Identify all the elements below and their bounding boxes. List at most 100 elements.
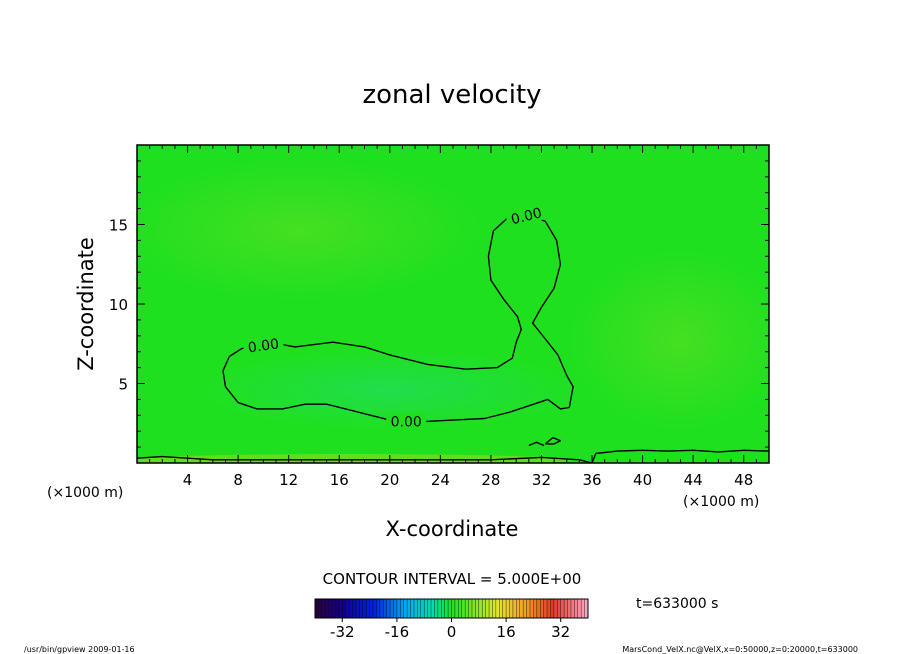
x-tick-label: 40 xyxy=(633,471,652,489)
colorbar-swatch xyxy=(379,599,384,618)
colorbar-swatch xyxy=(434,599,439,618)
colorbar-swatch xyxy=(465,599,469,618)
contour-label-bg xyxy=(386,412,427,430)
colorbar-swatch xyxy=(437,599,442,618)
x-tick-label: 12 xyxy=(279,471,298,489)
colorbar-swatch xyxy=(431,599,435,618)
colorbar-swatch xyxy=(547,599,551,618)
colorbar-swatch xyxy=(509,599,514,618)
x-tick-label: 36 xyxy=(582,471,601,489)
colorbar-swatch xyxy=(461,599,466,618)
colorbar-swatch xyxy=(332,599,336,618)
colorbar-swatch xyxy=(318,599,323,618)
colorbar-tick-label: 16 xyxy=(497,623,516,641)
colorbar-swatch xyxy=(519,599,524,618)
contour-label-bg xyxy=(504,202,548,229)
colorbar-swatch xyxy=(366,599,370,618)
colorbar-swatch xyxy=(396,599,401,618)
x-tick-label: 24 xyxy=(431,471,450,489)
x-tick-label: 32 xyxy=(532,471,551,489)
colorbar-swatch xyxy=(420,599,425,618)
y-tick-label: 5 xyxy=(118,376,128,394)
colorbar-swatch xyxy=(567,599,572,618)
contour-line-0 xyxy=(222,212,574,423)
contour-interval-text: CONTOUR INTERVAL = 5.000E+00 xyxy=(323,570,582,588)
colorbar-tick-label: -32 xyxy=(330,623,355,641)
colorbar-swatch xyxy=(335,599,340,618)
colorbar-swatch xyxy=(328,599,333,618)
colorbar-swatch xyxy=(359,599,364,618)
colorbar-swatch xyxy=(512,599,517,618)
colorbar-swatch xyxy=(386,599,391,618)
colorbar-swatch xyxy=(417,599,422,618)
colorbar-swatch xyxy=(516,599,521,618)
colorbar-swatch xyxy=(557,599,561,618)
colorbar-swatch xyxy=(584,599,589,618)
colorbar-swatch xyxy=(352,599,357,618)
colorbar-swatch xyxy=(400,599,405,618)
x-unit-label-right: (×1000 m) xyxy=(683,494,759,510)
colorbar-swatch xyxy=(321,599,326,618)
colorbar-swatch xyxy=(564,599,568,618)
colorbar-swatch xyxy=(577,599,582,618)
colorbar: -32 -16 0 16 32 xyxy=(314,598,589,641)
colorbar-swatch xyxy=(458,599,463,618)
colorbar-swatch xyxy=(543,599,548,618)
colorbar-swatch xyxy=(410,599,415,618)
x-tick-label: 16 xyxy=(330,471,349,489)
colorbar-swatch xyxy=(533,599,538,618)
field-shade-upper xyxy=(137,160,480,300)
colorbar-swatch xyxy=(529,599,534,618)
colorbar-swatch xyxy=(478,599,483,618)
contour-line-2 xyxy=(544,436,562,445)
colorbar-swatch xyxy=(393,599,398,618)
colorbar-ticks: -32 -16 0 16 32 xyxy=(330,618,570,641)
contour-label: 0.00 xyxy=(247,336,280,356)
footer-right: MarsCond_VelX.nc@VelX,x=0:50000,z=0:2000… xyxy=(622,645,858,654)
colorbar-swatch xyxy=(560,599,565,618)
colorbar-swatch xyxy=(540,599,544,618)
colorbar-swatch xyxy=(489,599,493,618)
colorbar-swatch xyxy=(492,599,497,618)
colorbar-swatch xyxy=(570,599,575,618)
colorbar-swatch xyxy=(342,599,347,618)
colorbar-swatch xyxy=(373,599,377,618)
colorbar-swatch xyxy=(345,599,350,618)
contour-label-bg xyxy=(242,333,285,357)
colorbar-swatch xyxy=(355,599,360,618)
chart-title: zonal velocity xyxy=(362,80,541,110)
y-tick-label: 15 xyxy=(109,217,128,235)
colorbar-tick-label: 0 xyxy=(447,623,457,641)
colorbar-swatch xyxy=(475,599,480,618)
field-shade-core xyxy=(200,350,580,430)
x-tick-label: 20 xyxy=(380,471,399,489)
colorbar-swatch xyxy=(390,599,394,618)
colorbar-swatch xyxy=(523,599,527,618)
colorbar-swatch xyxy=(454,599,459,618)
colorbar-swatch xyxy=(536,599,541,618)
colorbar-swatch xyxy=(451,599,456,618)
colorbar-swatch xyxy=(550,599,555,618)
x-tick-label: 8 xyxy=(233,471,243,489)
colorbar-swatch xyxy=(499,599,503,618)
colorbar-swatch xyxy=(403,599,408,618)
colorbar-swatch xyxy=(369,599,374,618)
colorbar-swatch xyxy=(553,599,558,618)
colorbar-swatch xyxy=(315,599,319,618)
colorbar-swatch xyxy=(506,599,510,618)
contour-label: 0.00 xyxy=(509,205,543,228)
colorbar-swatch xyxy=(485,599,490,618)
x-unit-label-left: (×1000 m) xyxy=(47,485,123,501)
x-tick-label: 44 xyxy=(684,471,703,489)
colorbar-swatch xyxy=(502,599,507,618)
colorbar-swatch xyxy=(444,599,449,618)
x-tick-label: 4 xyxy=(183,471,193,489)
x-axis-label: X-coordinate xyxy=(386,517,519,541)
y-axis-label: Z-coordinate xyxy=(74,237,98,371)
colorbar-swatch xyxy=(427,599,432,618)
contour-line-1 xyxy=(528,441,545,447)
colorbar-tick-label: -16 xyxy=(385,623,410,641)
colorbar-swatch xyxy=(338,599,343,618)
